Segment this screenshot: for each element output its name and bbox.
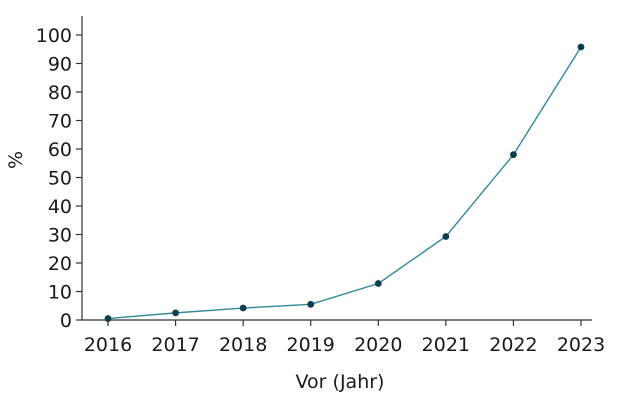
y-tick-label: 70 bbox=[48, 111, 72, 133]
y-tick-label: 40 bbox=[48, 196, 72, 218]
y-tick-label: 100 bbox=[36, 25, 72, 47]
y-tick-label: 10 bbox=[48, 282, 72, 304]
data-point bbox=[307, 300, 315, 308]
x-tick-label: 2019 bbox=[287, 334, 335, 356]
data-point bbox=[104, 315, 112, 322]
y-tick-label: 20 bbox=[48, 253, 72, 275]
y-tick-label: 30 bbox=[48, 225, 72, 247]
y-axis-title: % bbox=[5, 151, 27, 169]
x-tick-label: 2018 bbox=[219, 334, 267, 356]
y-tick-label: 50 bbox=[48, 168, 72, 190]
data-point bbox=[374, 280, 382, 287]
y-tick-label: 60 bbox=[48, 139, 72, 161]
data-point bbox=[510, 151, 517, 159]
x-tick-label: 2016 bbox=[84, 334, 132, 356]
x-tick-label: 2022 bbox=[489, 334, 537, 356]
x-tick-label: 2017 bbox=[151, 334, 199, 356]
data-point bbox=[442, 233, 450, 240]
y-tick-label: 90 bbox=[48, 54, 72, 76]
series-group bbox=[104, 43, 585, 322]
x-tick-label: 2023 bbox=[557, 334, 605, 356]
data-point bbox=[239, 304, 247, 312]
y-tick-label: 80 bbox=[48, 82, 72, 104]
x-tick-label: 2021 bbox=[422, 334, 470, 356]
y-tick-label: 0 bbox=[60, 310, 72, 332]
series-line bbox=[107, 46, 582, 320]
data-point bbox=[172, 309, 179, 317]
x-tick-label: 2020 bbox=[354, 334, 402, 356]
x-axis: 2016 2017 2018 2019 2020 2021 2022 2023 bbox=[82, 319, 605, 356]
x-axis-title: Vor (Jahr) bbox=[296, 371, 385, 393]
y-axis: 0 10 20 30 40 50 60 70 80 90 100 bbox=[36, 16, 83, 332]
data-point bbox=[577, 43, 585, 51]
